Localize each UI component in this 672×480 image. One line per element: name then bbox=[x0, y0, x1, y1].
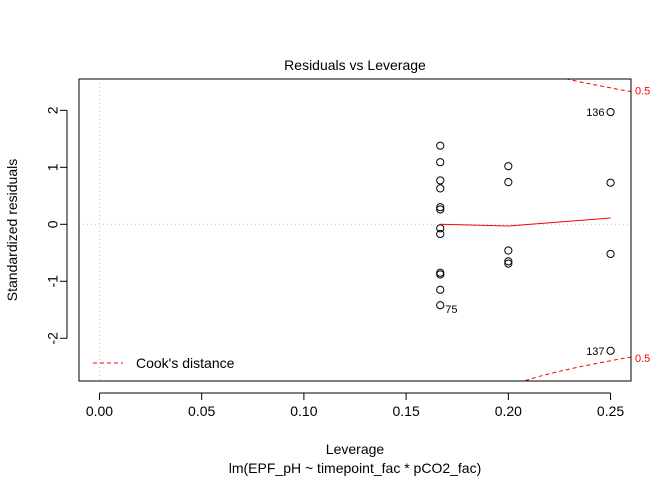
chart-title: Residuals vs Leverage bbox=[284, 57, 426, 73]
legend: Cook's distance bbox=[93, 355, 235, 371]
data-point bbox=[504, 259, 513, 268]
reference-lines bbox=[79, 79, 631, 381]
x-axis: 0.00 0.05 0.10 0.15 0.20 0.25 bbox=[86, 392, 624, 419]
y-axis: -2 -1 0 1 2 bbox=[45, 106, 68, 345]
plot-frame bbox=[78, 78, 632, 382]
point-label: 137 bbox=[586, 346, 604, 358]
y-tick-label: -1 bbox=[45, 275, 61, 288]
data-point bbox=[606, 107, 615, 117]
data-point bbox=[606, 249, 615, 259]
data-point bbox=[436, 176, 445, 185]
cooks-distance-upper-curve bbox=[564, 79, 631, 93]
point-label: 75 bbox=[445, 304, 457, 316]
cooks-distance-lower-curve bbox=[522, 356, 631, 381]
x-tick-label: 0.15 bbox=[392, 403, 419, 419]
cooks-distance-lower-label: 0.5 bbox=[635, 353, 650, 365]
x-tick-label: 0.00 bbox=[86, 403, 113, 419]
legend-cooks-distance-label: Cook's distance bbox=[136, 355, 235, 371]
data-point bbox=[436, 301, 445, 310]
data-point bbox=[436, 285, 445, 294]
data-point bbox=[436, 268, 445, 277]
cooks-distance-upper-label: 0.5 bbox=[635, 85, 650, 97]
data-point bbox=[606, 178, 615, 187]
cooks-distance-curves bbox=[522, 79, 631, 381]
x-axis-label: Leverage bbox=[326, 441, 385, 457]
point-labels: 75 136 137 bbox=[445, 107, 604, 358]
data-point bbox=[504, 162, 513, 171]
x-tick-label: 0.25 bbox=[597, 403, 624, 419]
x-tick-label: 0.05 bbox=[188, 403, 215, 419]
data-point bbox=[436, 141, 445, 150]
data-point bbox=[436, 158, 445, 167]
x-tick-label: 0.10 bbox=[290, 403, 317, 419]
cooks-distance-labels: 0.5 0.5 bbox=[635, 85, 650, 365]
data-points bbox=[436, 107, 615, 355]
data-point bbox=[436, 270, 445, 279]
data-point bbox=[504, 178, 513, 187]
y-axis-label: Standardized residuals bbox=[4, 159, 20, 301]
x-tick-label: 0.20 bbox=[495, 403, 522, 419]
smooth-line bbox=[440, 217, 611, 227]
model-formula-label: lm(EPF_pH ~ timepoint_fac * pCO2_fac) bbox=[229, 460, 482, 476]
y-tick-label: 1 bbox=[45, 163, 61, 171]
smooth-fit-line bbox=[440, 217, 611, 227]
data-point bbox=[606, 346, 615, 355]
data-point bbox=[504, 257, 513, 266]
y-tick-label: -2 bbox=[45, 332, 61, 345]
data-point bbox=[504, 246, 513, 255]
y-tick-label: 0 bbox=[45, 220, 61, 228]
y-tick-label: 2 bbox=[45, 106, 61, 114]
data-point bbox=[436, 229, 445, 239]
data-point bbox=[436, 184, 445, 193]
point-label: 136 bbox=[586, 107, 604, 119]
data-point bbox=[436, 205, 445, 214]
data-point bbox=[436, 203, 445, 212]
